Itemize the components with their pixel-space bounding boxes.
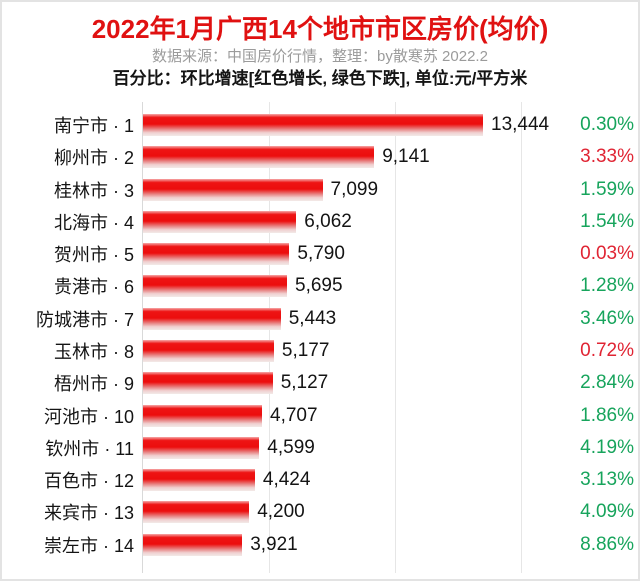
price-bar (143, 114, 483, 137)
chart-row: 河池市 · 10 4,707 1.86% (2, 399, 638, 431)
change-percent: 4.09% (580, 501, 634, 523)
change-percent: 0.30% (580, 114, 634, 136)
change-percent: 0.72% (580, 339, 634, 361)
chart-row: 梧州市 · 9 5,127 2.84% (2, 367, 638, 399)
city-label: 桂林市 · 3 (53, 180, 134, 201)
chart-row: 南宁市 · 1 13,444 0.30% (2, 109, 638, 141)
chart-row: 桂林市 · 3 7,099 1.59% (2, 174, 638, 206)
price-value: 5,127 (280, 372, 329, 394)
price-value: 13,444 (491, 114, 550, 136)
chart-row: 玉林市 · 8 5,177 0.72% (2, 335, 638, 367)
price-value: 6,062 (304, 210, 352, 232)
change-percent: 0.03% (580, 243, 634, 265)
price-bar (143, 210, 297, 233)
change-percent: 8.86% (580, 533, 634, 555)
gridline (521, 102, 523, 573)
price-bar-chart: 南宁市 · 1 13,444 0.30% 柳州市 · 2 9,141 3.33%… (2, 102, 638, 573)
bar-track: 5,695 (142, 275, 561, 298)
price-bar (143, 178, 323, 201)
price-bar (143, 469, 255, 492)
data-source-subtitle: 数据来源：中国房价行情，整理：by散寒苏 2022.2 (152, 48, 488, 65)
city-label: 百色市 · 12 (43, 471, 134, 492)
legend-note: 百分比：环比增速[红色增长, 绿色下跌], 单位:元/平方米 (112, 69, 528, 88)
bar-track: 13,444 (142, 114, 561, 137)
bar-track: 7,099 (142, 178, 561, 201)
page-title: 2022年1月广西14个地市市区房价(均价) (91, 14, 549, 44)
price-value: 5,443 (288, 307, 337, 329)
chart-row: 崇左市 · 14 3,921 8.86% (2, 528, 638, 560)
gridline (394, 102, 396, 573)
city-label: 贺州市 · 5 (53, 245, 134, 266)
gridlines (142, 102, 561, 573)
gridline (268, 102, 270, 573)
price-bar (143, 372, 273, 395)
chart-row: 防城港市 · 7 5,443 3.46% (2, 303, 638, 335)
price-value: 3,921 (250, 533, 298, 555)
chart-row: 钦州市 · 11 4,599 4.19% (2, 432, 638, 464)
city-label: 玉林市 · 8 (53, 341, 134, 362)
price-value: 5,177 (281, 339, 330, 361)
price-value: 4,599 (267, 436, 315, 458)
bar-track: 4,707 (142, 404, 561, 427)
change-percent: 1.59% (580, 178, 634, 200)
price-value: 5,790 (297, 243, 345, 265)
chart-row: 北海市 · 4 6,062 1.54% (2, 206, 638, 238)
price-bar (143, 307, 281, 330)
price-bar (143, 533, 243, 556)
price-value: 9,141 (382, 146, 430, 168)
price-bar (143, 146, 375, 169)
price-bar (143, 243, 290, 266)
bar-track: 4,599 (142, 436, 561, 459)
city-label: 贵港市 · 6 (53, 277, 134, 298)
city-label: 北海市 · 4 (53, 212, 134, 233)
city-label: 钦州市 · 11 (45, 438, 134, 459)
value-axis-line (142, 102, 143, 573)
bar-track: 5,177 (142, 339, 561, 362)
city-label: 梧州市 · 9 (53, 374, 134, 395)
chart-row: 柳州市 · 2 9,141 3.33% (2, 141, 638, 173)
city-label: 南宁市 · 1 (53, 116, 134, 137)
change-percent: 4.19% (580, 436, 634, 458)
bar-track: 6,062 (142, 210, 561, 233)
price-value: 5,695 (295, 275, 343, 297)
change-percent: 1.28% (580, 275, 634, 297)
change-percent: 3.33% (580, 146, 634, 168)
price-value: 7,099 (330, 178, 379, 200)
bar-track: 5,127 (142, 372, 561, 395)
price-value: 4,424 (262, 469, 311, 491)
city-label: 柳州市 · 2 (53, 148, 134, 169)
change-percent: 1.54% (580, 210, 634, 232)
price-value: 4,707 (270, 404, 318, 426)
city-label: 防城港市 · 7 (35, 309, 134, 330)
price-bar (143, 339, 274, 362)
change-percent: 2.84% (580, 372, 634, 394)
bar-track: 4,200 (142, 501, 561, 524)
change-percent: 3.46% (580, 307, 634, 329)
chart-row: 百色市 · 12 4,424 3.13% (2, 464, 638, 496)
chart-row: 贵港市 · 6 5,695 1.28% (2, 270, 638, 302)
price-value: 4,200 (257, 501, 305, 523)
bar-track: 4,424 (142, 469, 561, 492)
chart-rows: 南宁市 · 1 13,444 0.30% 柳州市 · 2 9,141 3.33%… (2, 109, 638, 561)
chart-row: 来宾市 · 13 4,200 4.09% (2, 496, 638, 528)
city-label: 来宾市 · 13 (43, 503, 134, 524)
price-bar (143, 275, 287, 298)
bar-track: 9,141 (142, 146, 561, 169)
bar-track: 3,921 (142, 533, 561, 556)
price-bar (143, 501, 250, 524)
change-percent: 1.86% (580, 404, 634, 426)
bar-track: 5,443 (142, 307, 561, 330)
price-bar (143, 436, 260, 459)
city-label: 河池市 · 10 (43, 406, 134, 427)
city-label: 崇左市 · 14 (43, 535, 134, 556)
change-percent: 3.13% (580, 469, 634, 491)
bar-track: 5,790 (142, 243, 561, 266)
price-bar (143, 404, 262, 427)
chart-row: 贺州市 · 5 5,790 0.03% (2, 238, 638, 270)
